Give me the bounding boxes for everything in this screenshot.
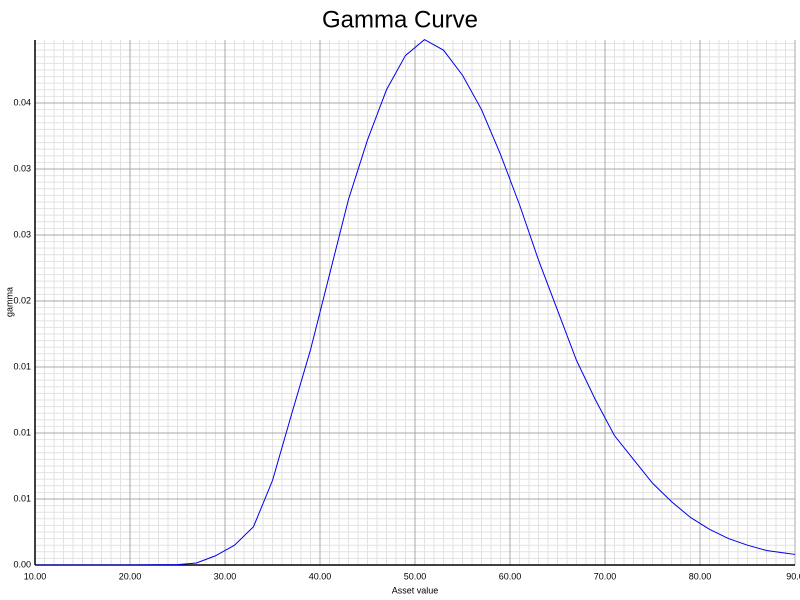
y-tick-label: 0.01 xyxy=(13,361,31,371)
y-tick-label: 0.00 xyxy=(13,559,31,569)
x-tick-label: 20.00 xyxy=(119,571,142,581)
y-tick-label: 0.03 xyxy=(13,229,31,239)
x-tick-label: 30.00 xyxy=(214,571,237,581)
x-tick-label: 50.00 xyxy=(404,571,427,581)
y-tick-label: 0.01 xyxy=(13,427,31,437)
y-tick-label: 0.02 xyxy=(13,295,31,305)
y-tick-label: 0.03 xyxy=(13,163,31,173)
x-tick-label: 90.0 xyxy=(786,571,800,581)
x-tick-label: 10.00 xyxy=(24,571,47,581)
x-tick-label: 80.00 xyxy=(689,571,712,581)
x-tick-label: 60.00 xyxy=(499,571,522,581)
line-series xyxy=(35,39,796,566)
chart-title: Gamma Curve xyxy=(322,6,478,33)
y-tick-label: 0.01 xyxy=(13,493,31,503)
y-tick-label: 0.04 xyxy=(13,97,31,107)
x-tick-label: 40.00 xyxy=(309,571,332,581)
x-axis-label: Asset value xyxy=(392,585,439,595)
x-tick-label: 70.00 xyxy=(594,571,617,581)
y-axis-label: gamma xyxy=(4,287,14,317)
